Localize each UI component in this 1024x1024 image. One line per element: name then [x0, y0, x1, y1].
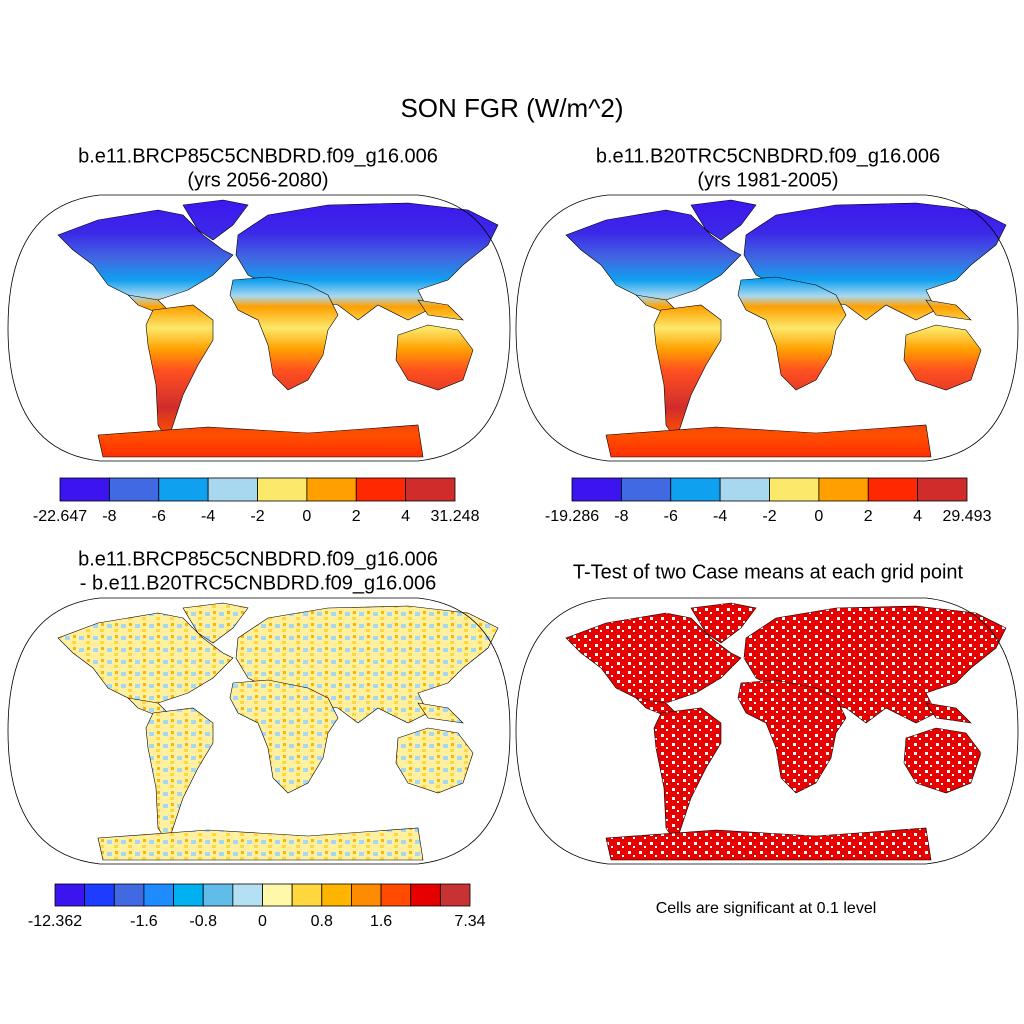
- colorbar-label: 2: [352, 508, 361, 525]
- panel-title: (yrs 1981-2005): [697, 169, 838, 191]
- colorbar-box: [54, 883, 86, 907]
- colorbar-box: [410, 883, 441, 907]
- colorbar-box: [202, 883, 234, 907]
- panel-title: (yrs 2056-2080): [187, 169, 328, 191]
- colorbar-label: -19.286: [545, 508, 599, 525]
- colorbar-box: [355, 477, 407, 502]
- note: Cells are significant at 0.1 level: [656, 900, 877, 917]
- colorbar-label: 4: [913, 508, 922, 525]
- colorbar-label: -8: [102, 508, 116, 525]
- colorbar-box: [84, 883, 115, 907]
- colorbar-box: [257, 477, 308, 502]
- colorbar-box: [351, 883, 382, 907]
- colorbar-box: [207, 477, 258, 502]
- colorbar-label: -2: [762, 508, 776, 525]
- figure-title: SON FGR (W/m^2): [400, 93, 623, 123]
- colorbar-box: [571, 477, 622, 502]
- panel-title: T-Test of two Case means at each grid po…: [573, 561, 964, 583]
- colorbar-box: [439, 883, 471, 907]
- colorbar-label: 0: [302, 508, 311, 525]
- panel-title: - b.e11.B20TRC5CNBDRD.f09_g16.006: [80, 572, 436, 594]
- colorbar-label: -4: [713, 508, 727, 525]
- colorbar-label: -6: [152, 508, 166, 525]
- colorbar-label: -1.6: [130, 913, 158, 930]
- map-panel: [7, 194, 511, 462]
- panel-title: b.e11.B20TRC5CNBDRD.f09_g16.006: [596, 145, 940, 167]
- colorbar-box: [173, 883, 204, 907]
- map-panel: [515, 597, 1019, 865]
- colorbar-box: [113, 883, 145, 907]
- colorbar-label: -12.362: [28, 913, 82, 930]
- colorbar-label: 4: [401, 508, 410, 525]
- colorbar-label: -22.647: [33, 508, 87, 525]
- colorbar-label: -2: [250, 508, 264, 525]
- colorbar-box: [158, 477, 209, 502]
- colorbar-box: [108, 477, 160, 502]
- colorbar-label: 0: [258, 913, 267, 930]
- map-panel: [515, 194, 1019, 462]
- colorbar-label: -0.8: [189, 913, 217, 930]
- colorbar-label: 1.6: [370, 913, 392, 930]
- colorbar-label: -6: [664, 508, 678, 525]
- colorbar-box: [670, 477, 721, 502]
- colorbar-label: 31.248: [431, 508, 480, 525]
- colorbar-box: [620, 477, 672, 502]
- map-panel: [7, 597, 511, 865]
- colorbar-box: [232, 883, 263, 907]
- colorbar-label: 0: [814, 508, 823, 525]
- colorbar-box: [405, 477, 456, 502]
- colorbar-box: [867, 477, 919, 502]
- colorbar-box: [306, 477, 357, 502]
- colorbar-label: -4: [201, 508, 215, 525]
- colorbar-box: [380, 883, 412, 907]
- colorbar-box: [769, 477, 820, 502]
- colorbar-label: 29.493: [943, 508, 992, 525]
- colorbar-label: 0.8: [311, 913, 333, 930]
- colorbar-box: [719, 477, 770, 502]
- panel-title: b.e11.BRCP85C5CNBDRD.f09_g16.006: [78, 548, 438, 570]
- colorbar-label: -8: [614, 508, 628, 525]
- colorbar-box: [818, 477, 869, 502]
- panel-title: b.e11.BRCP85C5CNBDRD.f09_g16.006: [78, 145, 438, 167]
- colorbar-box: [59, 477, 110, 502]
- colorbar-box: [917, 477, 968, 502]
- colorbar-box: [321, 883, 352, 907]
- colorbar-label: 7.34: [454, 913, 485, 930]
- colorbar-box: [291, 883, 323, 907]
- colorbar-box: [143, 883, 174, 907]
- colorbar-box: [262, 883, 293, 907]
- colorbar-label: 2: [864, 508, 873, 525]
